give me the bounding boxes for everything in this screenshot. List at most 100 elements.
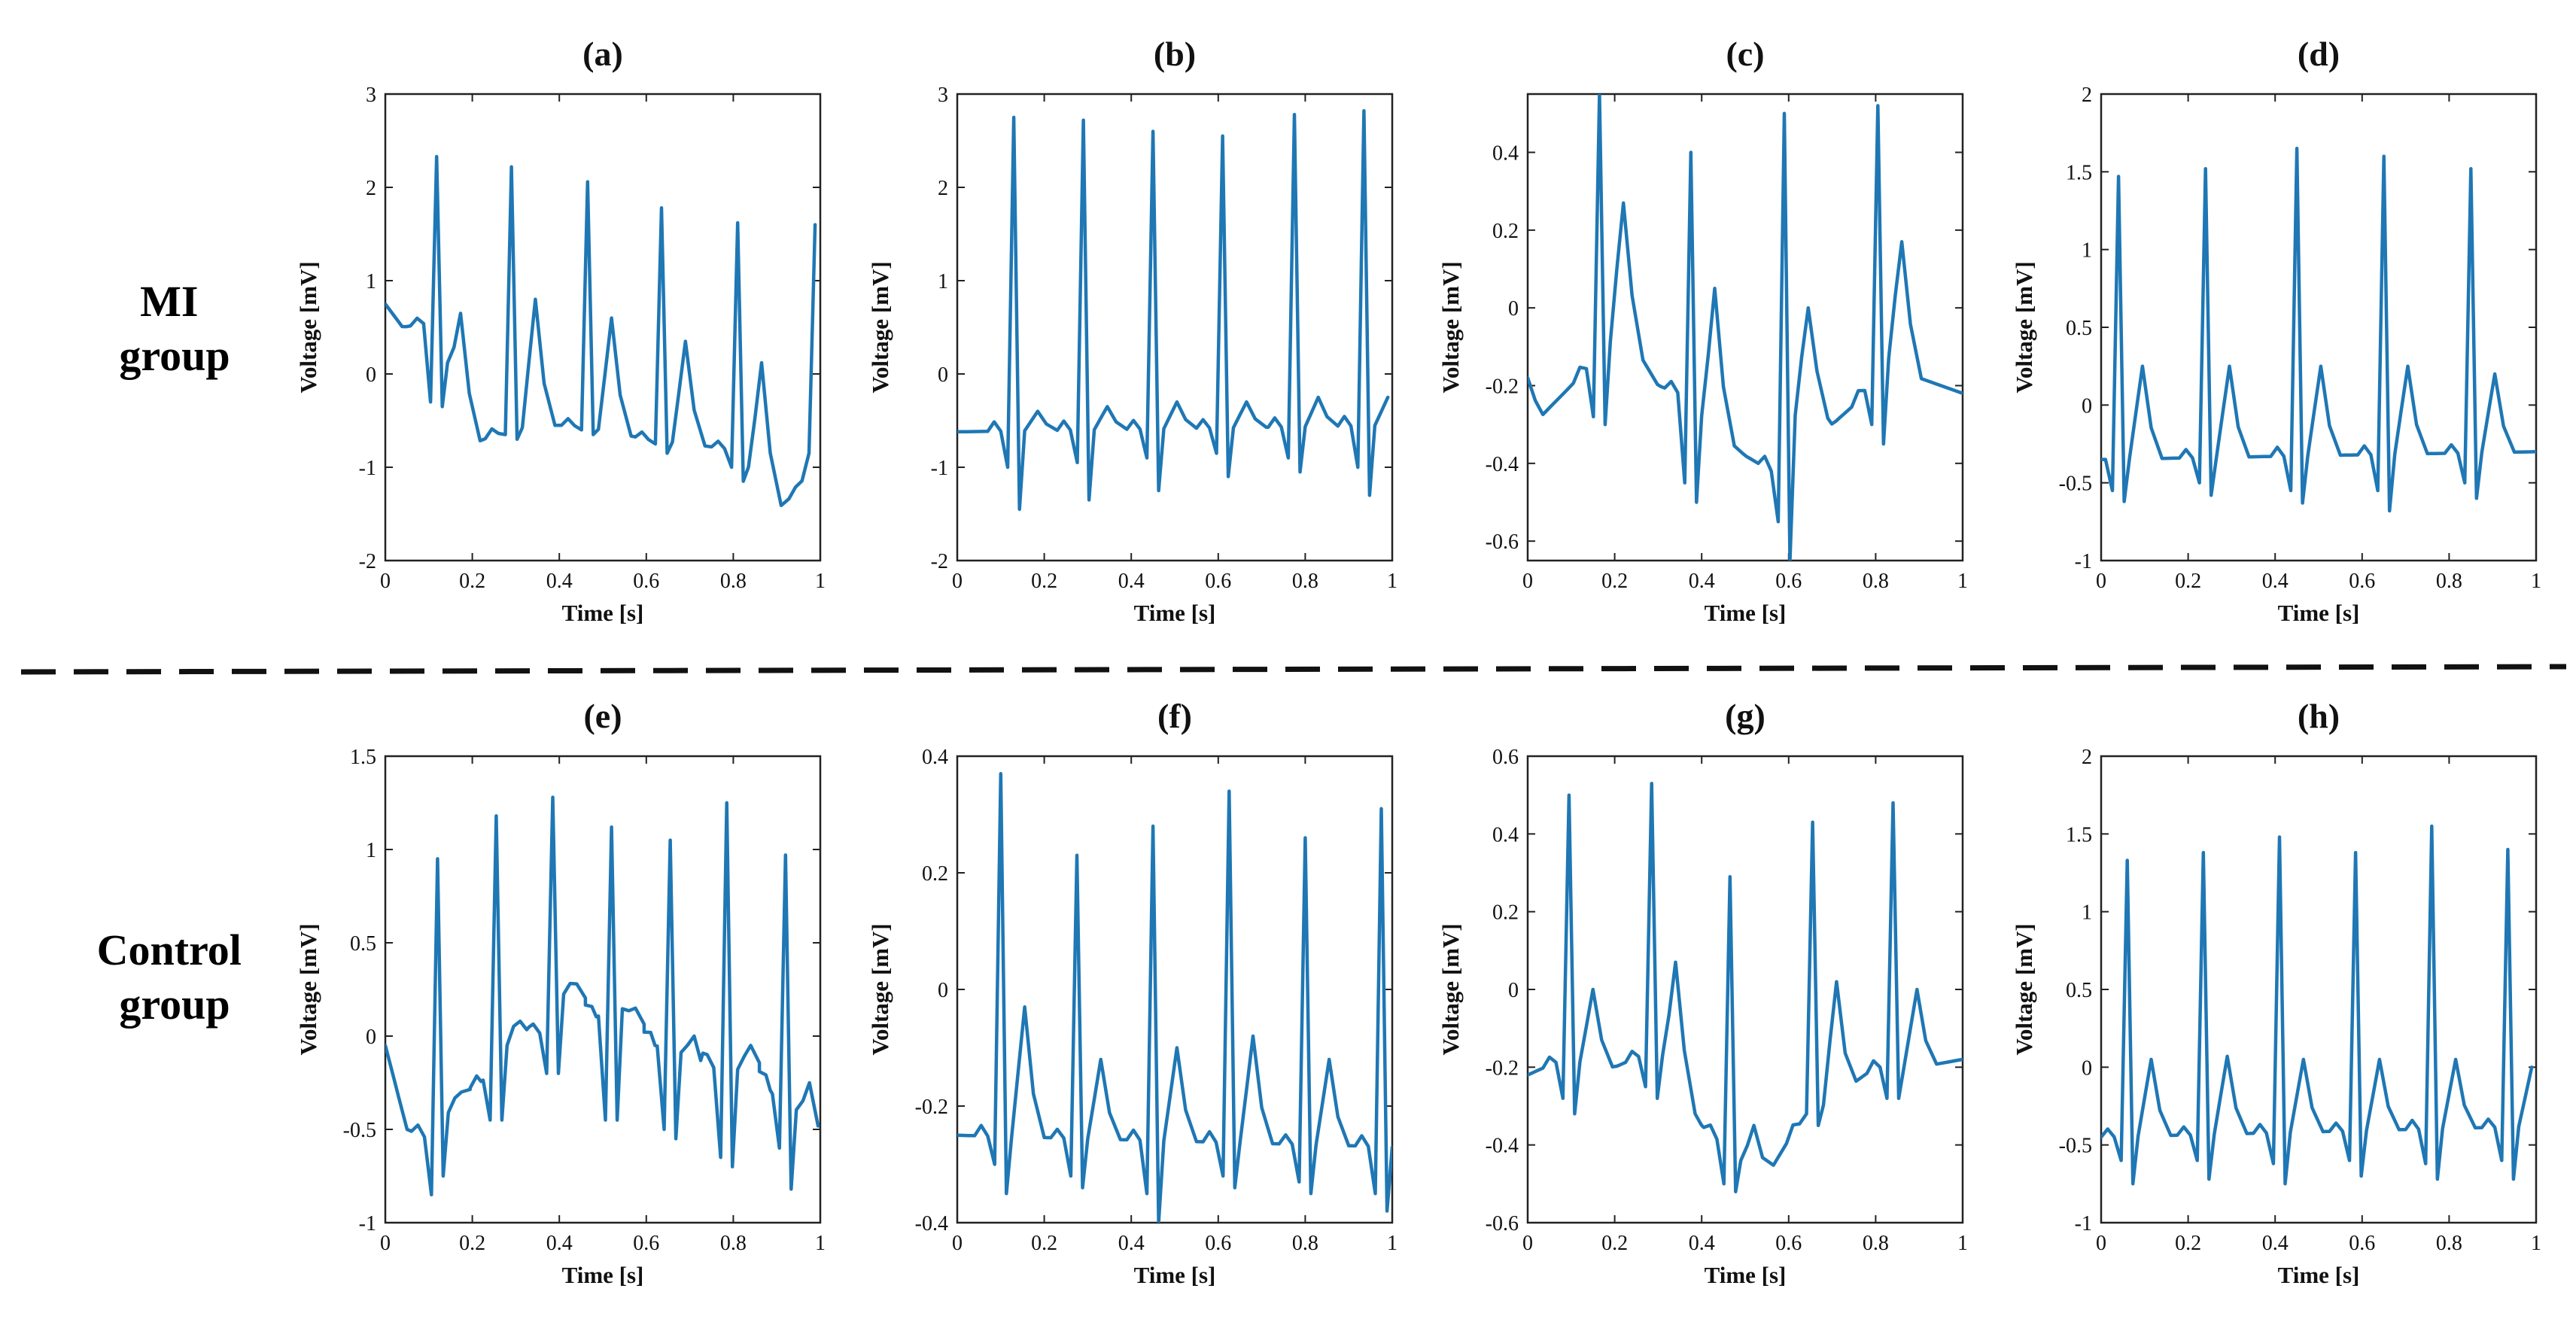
y-tick-label: 0 bbox=[366, 363, 376, 387]
plot-frame bbox=[2100, 755, 2538, 1224]
y-axis-label: Voltage [mV] bbox=[295, 261, 321, 393]
y-axis-label: Voltage [mV] bbox=[2011, 261, 2037, 393]
y-tick-label: 1 bbox=[366, 270, 376, 293]
y-tick-label: 0 bbox=[1508, 979, 1519, 1002]
x-axis-label: Time [s] bbox=[1705, 1262, 1787, 1288]
y-tick-label: 0 bbox=[938, 979, 948, 1002]
x-tick-label: 1 bbox=[1957, 570, 1968, 593]
y-axis-label: Voltage [mV] bbox=[1437, 923, 1464, 1055]
y-tick-label: -0.5 bbox=[2059, 473, 2092, 496]
x-tick-label: 0.8 bbox=[1863, 570, 1889, 593]
y-tick-label: -0.2 bbox=[1486, 375, 1519, 399]
chart-title: (c) bbox=[1726, 35, 1764, 73]
y-tick-label: -2 bbox=[359, 550, 376, 573]
y-tick-label: -0.2 bbox=[915, 1096, 948, 1119]
x-tick-label: 0.4 bbox=[2262, 1232, 2289, 1255]
x-tick-label: 0.2 bbox=[1031, 1232, 1057, 1255]
x-tick-label: 0 bbox=[1522, 1232, 1533, 1255]
x-tick-label: 1 bbox=[815, 1232, 826, 1255]
plot-frame bbox=[956, 755, 1394, 1224]
x-tick-label: 0.6 bbox=[1205, 1232, 1231, 1255]
ecg-trace-line bbox=[385, 795, 820, 1197]
x-tick-label: 0.8 bbox=[720, 1232, 747, 1255]
y-tick-label: 1.5 bbox=[350, 746, 376, 769]
ecg-trace-line bbox=[957, 772, 1392, 1223]
x-tick-label: 0.2 bbox=[459, 570, 485, 593]
y-tick-label: 2 bbox=[366, 177, 376, 200]
y-axis-label: Voltage [mV] bbox=[867, 923, 893, 1055]
x-tick-label: 0.4 bbox=[546, 1232, 573, 1255]
x-tick-label: 1 bbox=[815, 570, 826, 593]
y-tick-label: -0.4 bbox=[1486, 453, 1519, 476]
y-tick-label: 1 bbox=[366, 839, 376, 862]
x-tick-label: 0 bbox=[2096, 1232, 2106, 1255]
y-tick-label: -1 bbox=[359, 1212, 376, 1235]
x-tick-label: 0.6 bbox=[2349, 1232, 2375, 1255]
y-tick-label: -0.6 bbox=[1486, 1212, 1519, 1235]
ecg-trace-line bbox=[2101, 824, 2534, 1186]
y-tick-label: -0.6 bbox=[1486, 530, 1519, 554]
x-tick-label: 0.6 bbox=[2349, 570, 2375, 593]
y-tick-label: 3 bbox=[938, 84, 948, 107]
y-tick-label: 0 bbox=[2082, 394, 2092, 418]
x-tick-label: 0.6 bbox=[1205, 570, 1231, 593]
chart-title: (g) bbox=[1725, 697, 1765, 735]
y-tick-label: 0.5 bbox=[350, 932, 376, 956]
x-tick-label: 0.6 bbox=[1775, 1232, 1802, 1255]
plot-frame bbox=[2100, 93, 2538, 562]
x-tick-label: 0.2 bbox=[1031, 570, 1057, 593]
x-tick-label: 0.2 bbox=[2175, 570, 2201, 593]
plot-frame bbox=[1526, 93, 1964, 562]
chart-panel-a: (a) 0 0.2 0.4 0.6 0.8 1 -2 -1 0 1 2 3 Time [s] Voltage… bbox=[295, 35, 826, 626]
x-axis-label: Time [s] bbox=[1134, 1262, 1216, 1288]
chart-title: (e) bbox=[583, 697, 622, 735]
x-tick-label: 0 bbox=[380, 570, 391, 593]
chart-panel-h: (h) 0 0.2 0.4 0.6 0.8 1 -1 -0.5 0 0.5 1 1.5 2 Time [s]… bbox=[2011, 697, 2541, 1288]
y-axis-label: Voltage [mV] bbox=[1437, 261, 1464, 393]
x-tick-label: 0 bbox=[2096, 570, 2106, 593]
y-tick-label: -2 bbox=[931, 550, 948, 573]
x-tick-label: 0.4 bbox=[1689, 1232, 1715, 1255]
x-tick-label: 0.6 bbox=[1775, 570, 1802, 593]
x-axis-label: Time [s] bbox=[2278, 1262, 2360, 1288]
control-group-label-line2: group bbox=[119, 980, 230, 1029]
x-tick-label: 1 bbox=[1957, 1232, 1968, 1255]
x-tick-label: 0.8 bbox=[1863, 1232, 1889, 1255]
chart-title: (d) bbox=[2298, 35, 2340, 73]
y-tick-label: -0.5 bbox=[343, 1119, 376, 1142]
y-tick-label: 1 bbox=[938, 270, 948, 293]
ecg-trace-line bbox=[957, 109, 1390, 512]
x-tick-label: 1 bbox=[1387, 570, 1397, 593]
control-group-label: Control group bbox=[97, 925, 253, 1029]
y-tick-label: 2 bbox=[2082, 746, 2092, 769]
mi-group-label: MI group bbox=[119, 277, 230, 380]
plot-frame bbox=[384, 93, 822, 562]
x-tick-label: 0.4 bbox=[1689, 570, 1715, 593]
x-tick-label: 0.8 bbox=[1292, 1232, 1318, 1255]
y-tick-label: 0 bbox=[1508, 297, 1519, 321]
x-tick-label: 0.2 bbox=[1601, 570, 1628, 593]
y-tick-label: 0 bbox=[938, 363, 948, 387]
y-tick-label: 2 bbox=[2082, 84, 2092, 107]
chart-title: (f) bbox=[1157, 697, 1192, 735]
y-tick-label: 0.4 bbox=[1492, 142, 1519, 166]
chart-title: (h) bbox=[2298, 697, 2340, 735]
y-tick-label: -1 bbox=[359, 457, 376, 480]
chart-title: (a) bbox=[582, 35, 623, 73]
x-axis-label: Time [s] bbox=[1705, 600, 1787, 626]
x-axis-label: Time [s] bbox=[1134, 600, 1216, 626]
y-tick-label: 0.2 bbox=[922, 862, 948, 886]
y-tick-label: -0.2 bbox=[1486, 1056, 1519, 1080]
x-tick-label: 0.2 bbox=[459, 1232, 485, 1255]
x-tick-label: 0.8 bbox=[720, 570, 747, 593]
x-tick-label: 0.2 bbox=[2175, 1232, 2201, 1255]
y-tick-label: 0 bbox=[366, 1026, 376, 1049]
y-tick-label: 0.2 bbox=[1492, 901, 1519, 925]
y-axis-label: Voltage [mV] bbox=[295, 923, 321, 1055]
x-axis-label: Time [s] bbox=[562, 600, 644, 626]
x-tick-label: 0 bbox=[380, 1232, 391, 1255]
y-tick-label: -0.4 bbox=[1486, 1135, 1519, 1158]
x-tick-label: 0 bbox=[952, 1232, 963, 1255]
y-axis-label: Voltage [mV] bbox=[867, 261, 893, 393]
